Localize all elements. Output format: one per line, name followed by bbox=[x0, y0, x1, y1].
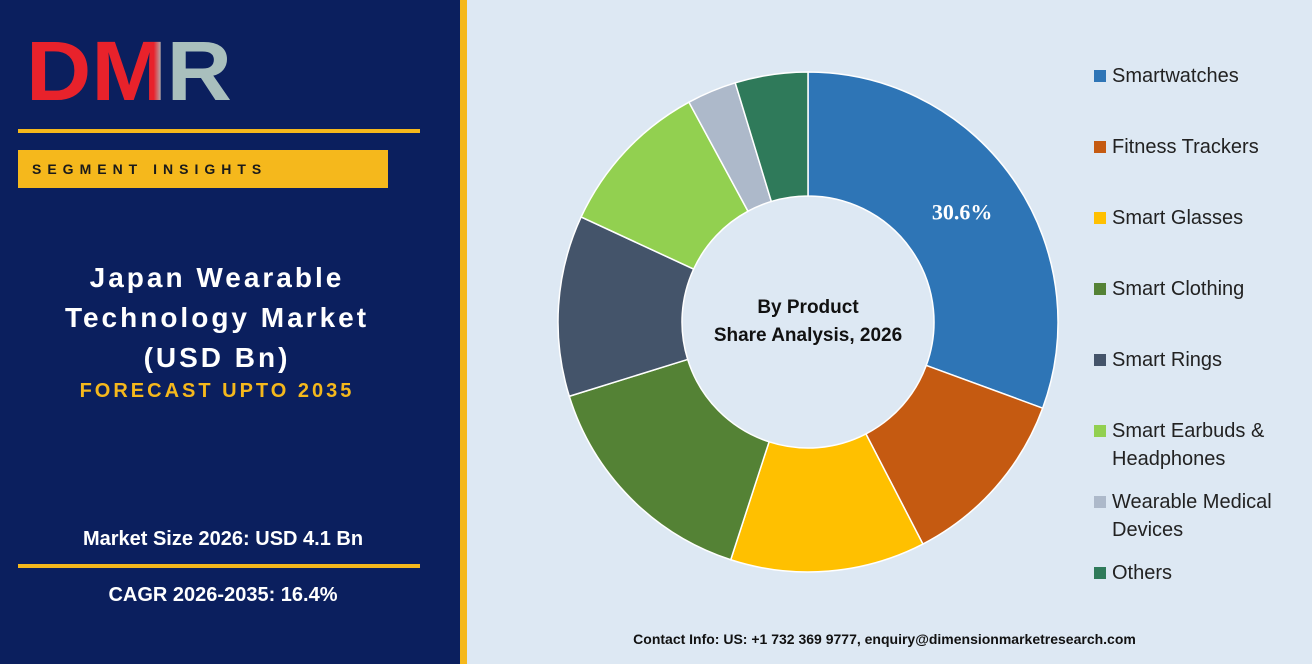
center-label: By Product bbox=[757, 297, 859, 318]
chart-title: Japan Wearable Technology Market (USD Bn… bbox=[64, 262, 370, 373]
legend-label: Smart Glasses bbox=[1112, 207, 1244, 229]
center-label: Share Analysis, 2026 bbox=[714, 325, 902, 346]
cagr: CAGR 2026-2035: 16.4% bbox=[108, 584, 338, 606]
legend-swatch bbox=[1094, 141, 1106, 153]
legend-swatch bbox=[1094, 212, 1106, 224]
chart-subtitle: FORECAST UPTO 2035 bbox=[79, 380, 355, 402]
contact-info: Contact Info: US: +1 732 369 9777, enqui… bbox=[633, 631, 1136, 647]
divider bbox=[18, 129, 420, 133]
divider bbox=[18, 564, 420, 568]
legend-swatch bbox=[1094, 567, 1106, 579]
legend-item: Smart Clothing bbox=[1094, 275, 1294, 303]
legend-item: Smartwatches bbox=[1094, 62, 1294, 90]
gold-strip bbox=[460, 0, 467, 664]
legend-swatch bbox=[1094, 283, 1106, 295]
donut-segment bbox=[568, 358, 771, 561]
legend-label: Wearable Medical Devices bbox=[1112, 491, 1272, 541]
legend-label: Smart Earbuds & Headphones bbox=[1112, 420, 1265, 470]
legend-swatch bbox=[1094, 70, 1106, 82]
legend-label: Smartwatches bbox=[1112, 65, 1239, 87]
logo: DMR bbox=[26, 30, 232, 118]
donut-chart: 30.6% By Product Share Analysis, 2026 bbox=[557, 71, 1059, 573]
legend-label: Smart Rings bbox=[1112, 349, 1223, 371]
legend-item: Fitness Trackers bbox=[1094, 133, 1294, 161]
donut-segment bbox=[734, 71, 809, 203]
legend-label: Others bbox=[1112, 562, 1173, 584]
market-size: Market Size 2026: USD 4.1 Bn bbox=[82, 528, 364, 550]
legend-swatch bbox=[1094, 354, 1106, 366]
legend-item: Smart Earbuds & Headphones bbox=[1094, 417, 1294, 473]
legend-item: Smart Rings bbox=[1094, 346, 1294, 374]
legend-swatch bbox=[1094, 425, 1106, 437]
donut-segment bbox=[807, 71, 1059, 410]
legend-label: Fitness Trackers bbox=[1112, 136, 1259, 158]
legend-swatch bbox=[1094, 496, 1106, 508]
badge: SEGMENT INSIGHTS bbox=[18, 150, 388, 188]
legend-item: Smart Glasses bbox=[1094, 204, 1294, 232]
logo-text: DMR bbox=[26, 30, 232, 118]
legend-label: Smart Clothing bbox=[1112, 278, 1245, 300]
donut-segment bbox=[864, 364, 1044, 546]
data-label: 30.6% bbox=[932, 199, 993, 224]
donut-segment bbox=[729, 432, 924, 573]
left-panel bbox=[0, 0, 460, 664]
legend-item: Wearable Medical Devices bbox=[1094, 488, 1294, 544]
legend-item: Others bbox=[1094, 559, 1294, 587]
